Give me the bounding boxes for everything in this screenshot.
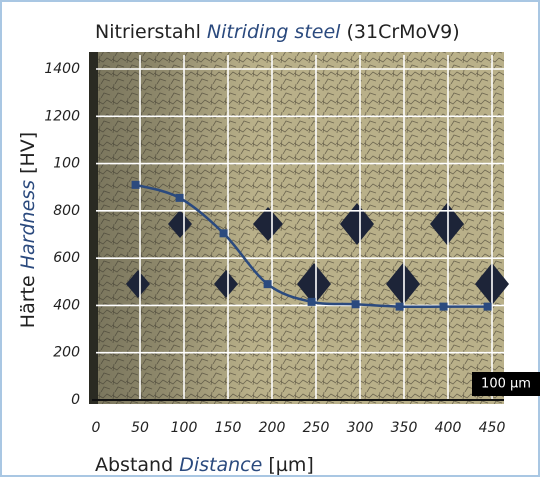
x-tick-label: 400: [435, 420, 462, 436]
scale-bar-label: 100 µm: [481, 377, 531, 392]
title-de: Nitrierstahl: [95, 21, 201, 43]
edge: [89, 52, 98, 404]
x-label-de: Abstand: [95, 454, 173, 476]
data-point: [308, 298, 316, 306]
x-label-unit: [µm]: [268, 454, 313, 476]
data-point: [484, 303, 492, 311]
y-tick-label: 200: [53, 345, 80, 361]
x-tick-label: 100: [171, 420, 198, 436]
data-point: [352, 300, 360, 308]
y-tick-label: 800: [53, 203, 80, 219]
x-tick-label: 350: [391, 420, 418, 436]
data-point: [220, 229, 228, 237]
data-point: [132, 181, 140, 189]
data-point: [176, 194, 184, 202]
y-label-unit: [HV]: [17, 132, 39, 174]
x-label-en: Distance: [179, 454, 262, 476]
y-label-de: Härte: [17, 275, 39, 328]
y-label-en: Hardness: [17, 180, 39, 269]
y-tick-label: 1400: [44, 61, 80, 77]
x-tick-label: 0: [92, 420, 101, 436]
x-tick-label: 50: [131, 420, 149, 436]
y-axis-title: Härte Hardness [HV]: [17, 132, 39, 328]
y-tick-label: 400: [53, 297, 80, 313]
title-en: Nitriding steel: [207, 21, 341, 43]
chart-title: Nitrierstahl Nitriding steel (31CrMoV9): [95, 21, 460, 43]
x-tick-label: 450: [479, 420, 506, 436]
data-point: [440, 303, 448, 311]
y-tick-label: 100: [53, 156, 80, 172]
x-tick-label: 300: [347, 420, 374, 436]
y-tick-label: 600: [53, 250, 80, 266]
chart: Nitrierstahl Nitriding steel (31CrMoV9) …: [0, 0, 540, 477]
x-tick-label: 150: [215, 420, 242, 436]
data-point: [264, 280, 272, 288]
data-point: [396, 303, 404, 311]
x-tick-label: 200: [259, 420, 286, 436]
title-material: (31CrMoV9): [346, 21, 459, 43]
y-tick-label: 1200: [44, 108, 80, 124]
x-tick-label: 250: [303, 420, 330, 436]
y-tick-label: 0: [71, 392, 80, 408]
x-axis-title: Abstand Distance [µm]: [95, 454, 314, 476]
